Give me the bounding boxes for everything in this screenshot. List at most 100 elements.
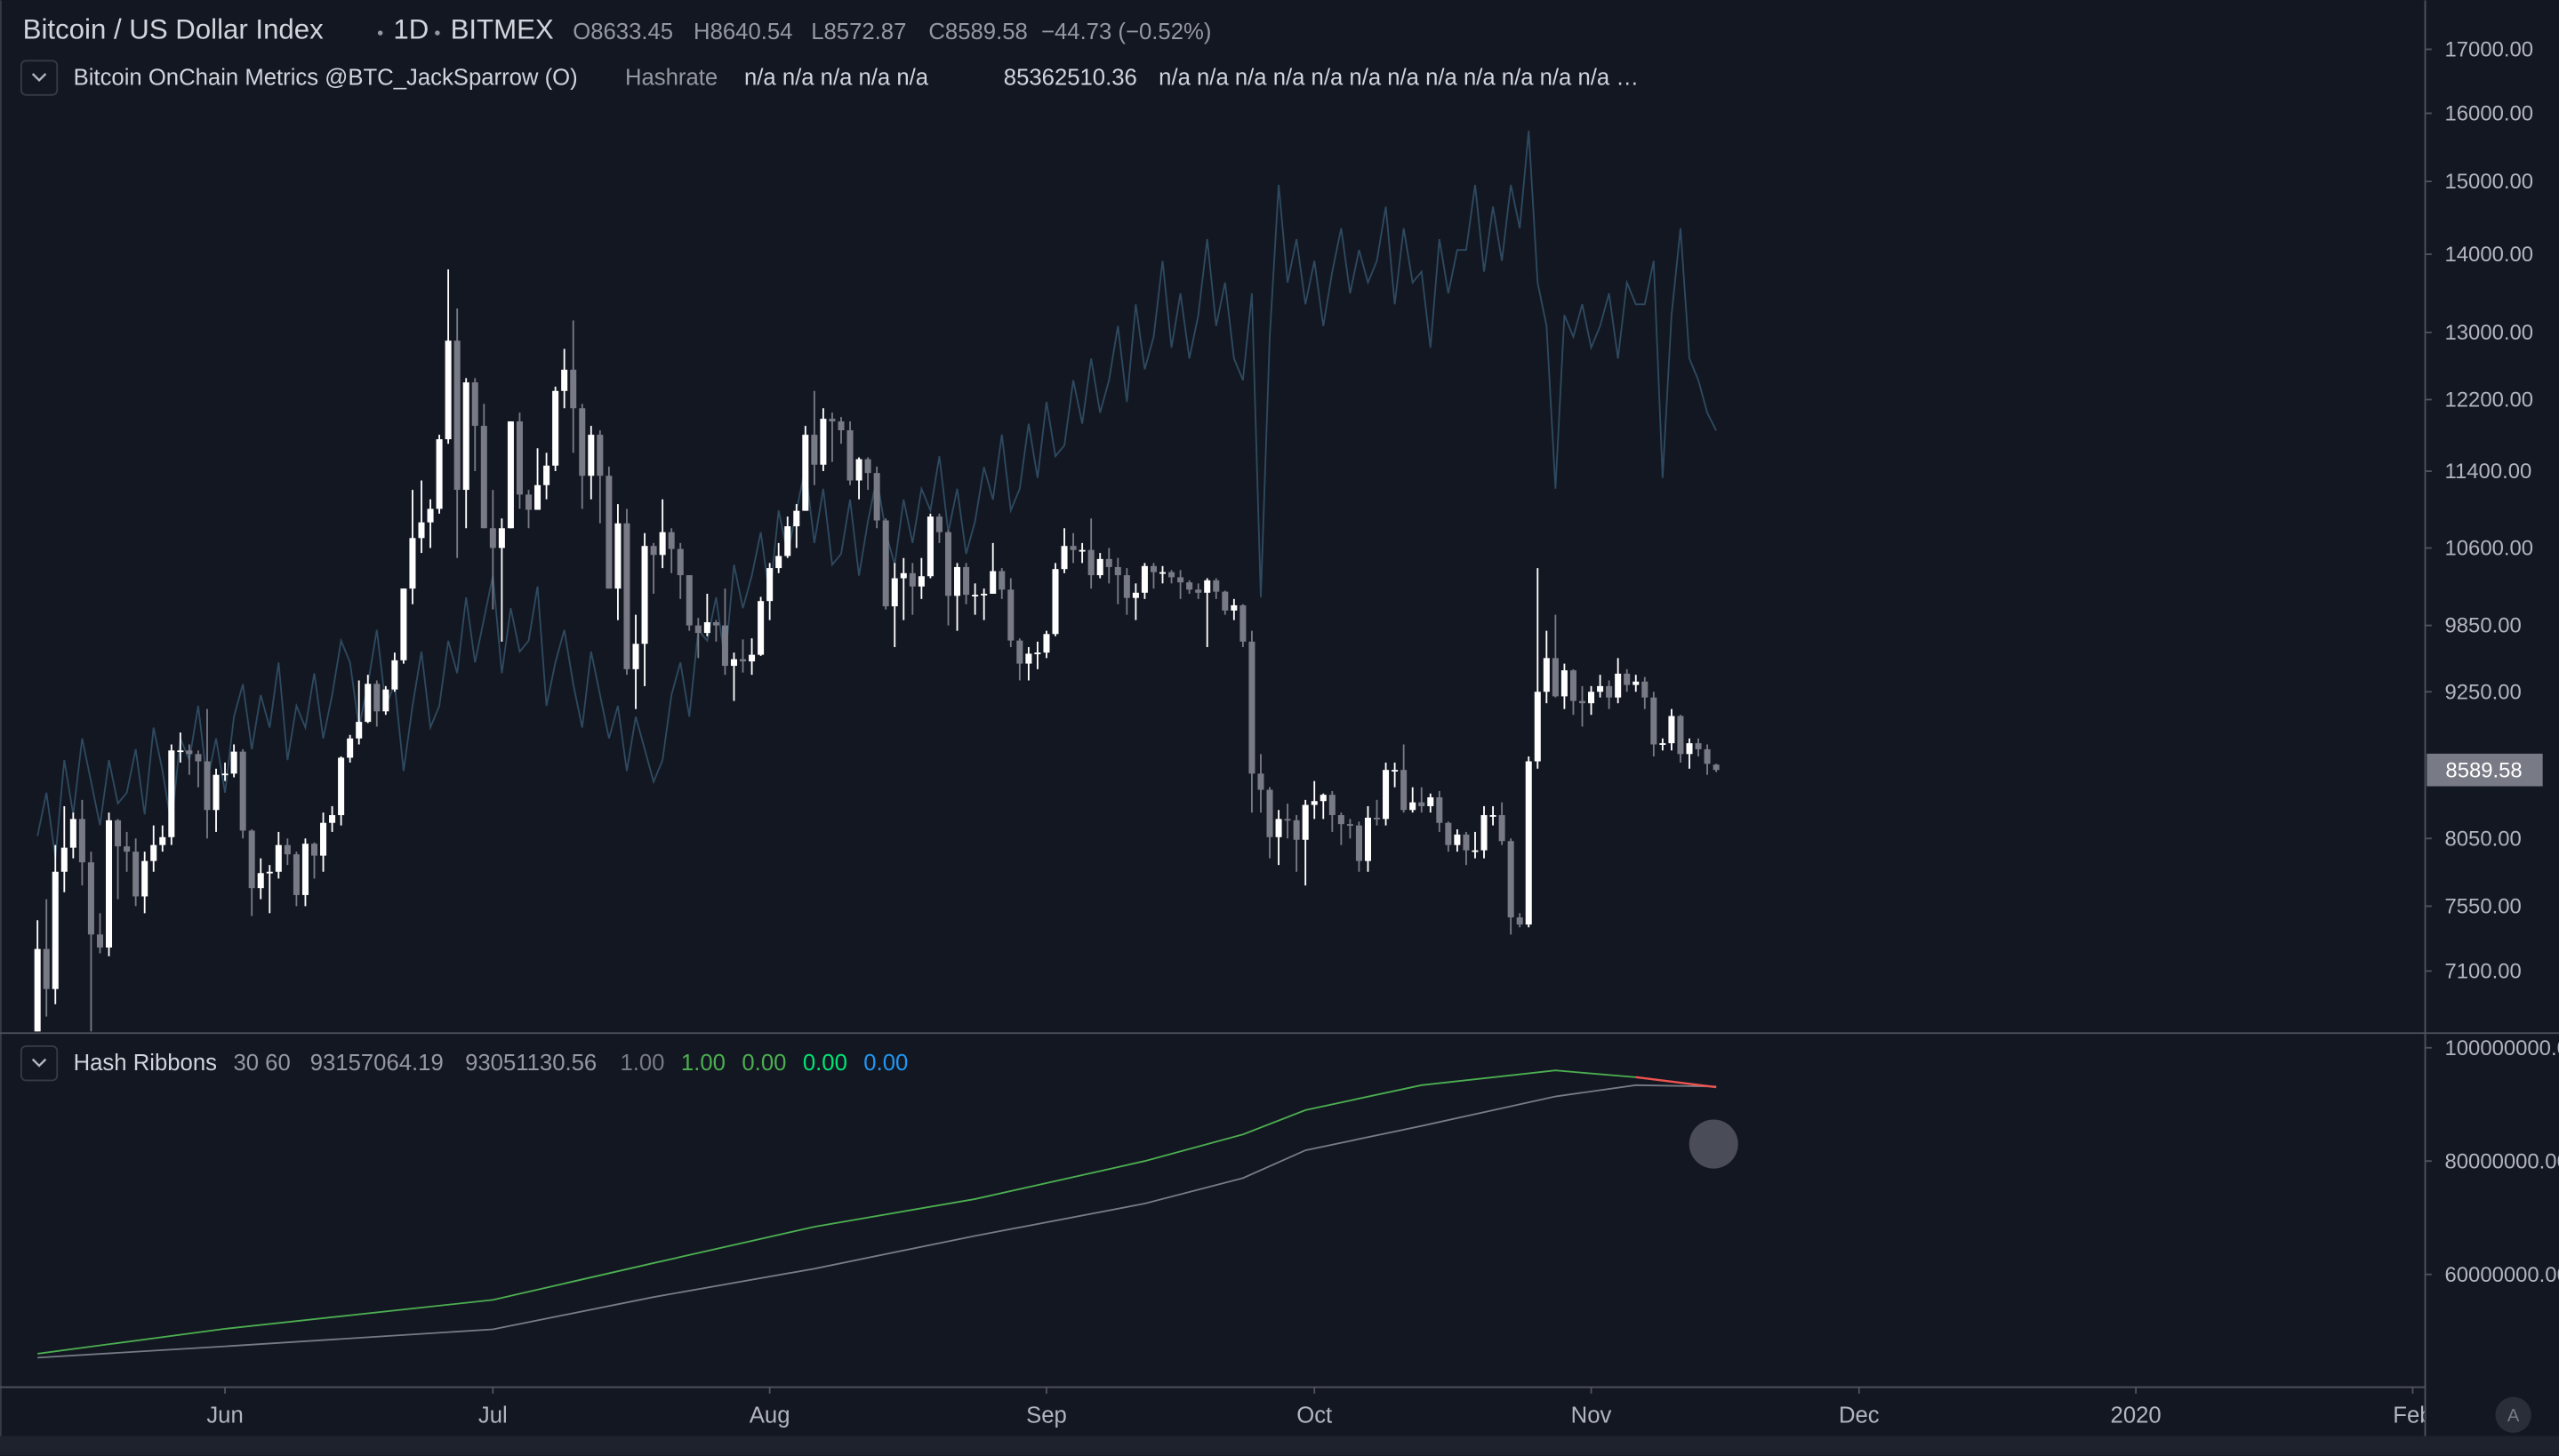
candle-body: [1248, 641, 1255, 774]
candle-body: [248, 830, 255, 889]
candle-body: [382, 689, 389, 712]
candle-body: [677, 548, 684, 576]
price-pane: [34, 130, 1720, 1032]
candle-body: [445, 340, 452, 440]
candle-body: [703, 621, 710, 634]
candle-body: [838, 421, 845, 431]
candle-body: [561, 369, 568, 391]
y-tick-label: 80000000.00: [2445, 1149, 2559, 1173]
ribbon-cross: [1635, 1076, 1717, 1089]
interval: 1D: [393, 13, 429, 44]
candle-body: [60, 847, 68, 872]
candle-body: [606, 476, 613, 589]
candle-body: [1222, 591, 1229, 611]
candle-body: [1114, 566, 1121, 576]
candle-body: [1677, 716, 1684, 755]
x-tick-label: 2020: [2111, 1403, 2162, 1428]
candle-body: [597, 435, 604, 476]
candle-body: [338, 757, 345, 816]
candle-body: [1695, 743, 1702, 749]
candle-body: [927, 516, 934, 577]
indicator-na: n/a n/a n/a n/a n/a n/a n/a n/a n/a n/a …: [1159, 65, 1639, 90]
candle-body: [1213, 580, 1220, 592]
candle-body: [1569, 670, 1576, 701]
candle-body: [1659, 743, 1666, 745]
x-tick-label: Dec: [1839, 1403, 1880, 1428]
indicator-output: 1.00: [620, 1051, 664, 1076]
candle-body: [990, 571, 997, 594]
candle-body: [1141, 565, 1148, 593]
candle-body: [1409, 802, 1416, 811]
candle-body: [1578, 700, 1586, 704]
candle-body: [972, 595, 979, 596]
candle-body: [579, 408, 586, 476]
candle-body: [1383, 770, 1390, 820]
candle-body: [168, 750, 175, 837]
candle-body: [820, 419, 827, 465]
y-tick-label: 9850.00: [2445, 614, 2522, 638]
candle-body: [1668, 716, 1675, 744]
x-tick-label: Jun: [206, 1403, 243, 1428]
candle-body: [668, 532, 675, 549]
candle-body: [1606, 685, 1613, 698]
x-tick-label: Jul: [478, 1403, 508, 1428]
candle-body: [1418, 802, 1425, 806]
candle-body: [78, 819, 85, 863]
candle-body: [873, 473, 880, 521]
candle-body: [846, 430, 854, 481]
candle-body: [284, 844, 291, 855]
candle-body: [1560, 670, 1568, 697]
candle-body: [721, 625, 728, 667]
candle-body: [1624, 673, 1631, 685]
candle-body: [891, 578, 898, 607]
scale-button-label[interactable]: A: [2507, 1406, 2520, 1426]
candle-body: [935, 516, 943, 532]
last-price-badge: [2427, 753, 2543, 787]
candle-body: [1704, 748, 1711, 764]
ohlc-close: C8589.58: [928, 20, 1027, 44]
candle-body: [650, 546, 657, 556]
candle-body: [409, 538, 416, 589]
candle-body: [106, 820, 113, 948]
candle-body: [293, 854, 300, 895]
symbol-title: Bitcoin / US Dollar Index: [23, 13, 324, 44]
x-tick-label: Feb: [2393, 1403, 2432, 1428]
scale-button[interactable]: [2495, 1396, 2531, 1433]
candle-body: [34, 948, 41, 1032]
collapse-button[interactable]: [20, 1044, 59, 1082]
candle-body: [347, 738, 354, 758]
y-tick-label: 7550.00: [2445, 895, 2522, 919]
candle-body: [882, 520, 889, 607]
candle-body: [356, 722, 363, 739]
candle-body: [1150, 565, 1157, 572]
candle-body: [1177, 577, 1184, 583]
indicator-output: 0.00: [803, 1051, 847, 1076]
candle-body: [1204, 580, 1211, 593]
candle-body: [213, 774, 220, 811]
candle-body: [1498, 815, 1505, 842]
candle-body: [1087, 549, 1095, 576]
ribbon-line: [37, 1084, 1717, 1359]
candle-body: [320, 822, 327, 856]
candle-body: [275, 844, 282, 872]
candle-body: [1284, 819, 1291, 821]
candle-body: [462, 382, 469, 491]
candle-body: [588, 435, 595, 476]
candle-body: [391, 660, 398, 690]
candle-body: [829, 419, 836, 422]
candle-body: [221, 773, 229, 776]
candle-body: [257, 873, 264, 889]
candle-body: [195, 754, 202, 762]
indicator-name: Hash Ribbons: [74, 1051, 217, 1076]
candle-body: [1632, 681, 1640, 685]
candle-body: [1615, 673, 1622, 698]
candle-body: [1168, 572, 1175, 578]
collapse-button[interactable]: [20, 60, 59, 96]
time-axis: Jun Jul Aug Sep Oct Nov Dec 2020 Feb: [206, 1387, 2432, 1428]
candle-body: [1061, 546, 1068, 570]
candle-body: [177, 750, 184, 753]
candle-body: [1374, 817, 1381, 820]
candle-body: [1007, 589, 1015, 641]
